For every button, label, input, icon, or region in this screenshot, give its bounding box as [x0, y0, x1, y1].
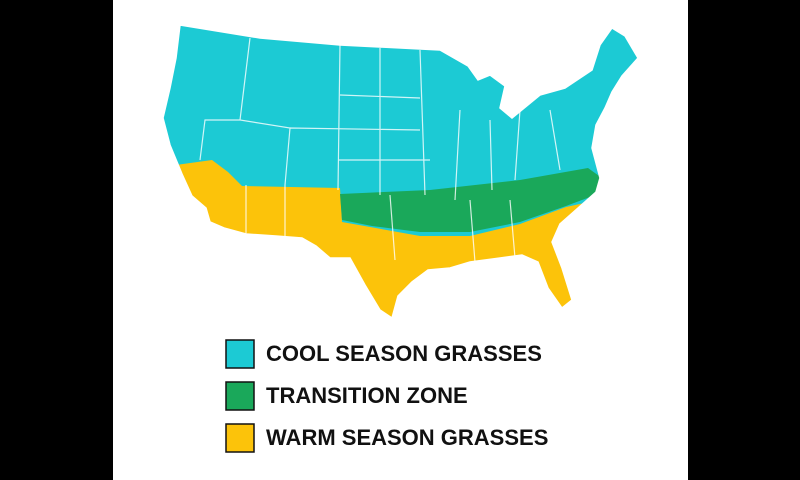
legend-label: COOL SEASON GRASSES — [266, 341, 542, 366]
legend-label: WARM SEASON GRASSES — [266, 425, 548, 450]
transition-region — [340, 168, 602, 232]
us-outline — [162, 24, 639, 320]
state-lines — [199, 37, 561, 263]
legend-swatch — [225, 381, 255, 411]
legend-swatch — [225, 339, 255, 369]
legend-swatch — [225, 423, 255, 453]
legend: COOL SEASON GRASSES TRANSITION ZONE WARM S… — [225, 339, 548, 453]
legend-label: TRANSITION ZONE — [266, 383, 468, 408]
